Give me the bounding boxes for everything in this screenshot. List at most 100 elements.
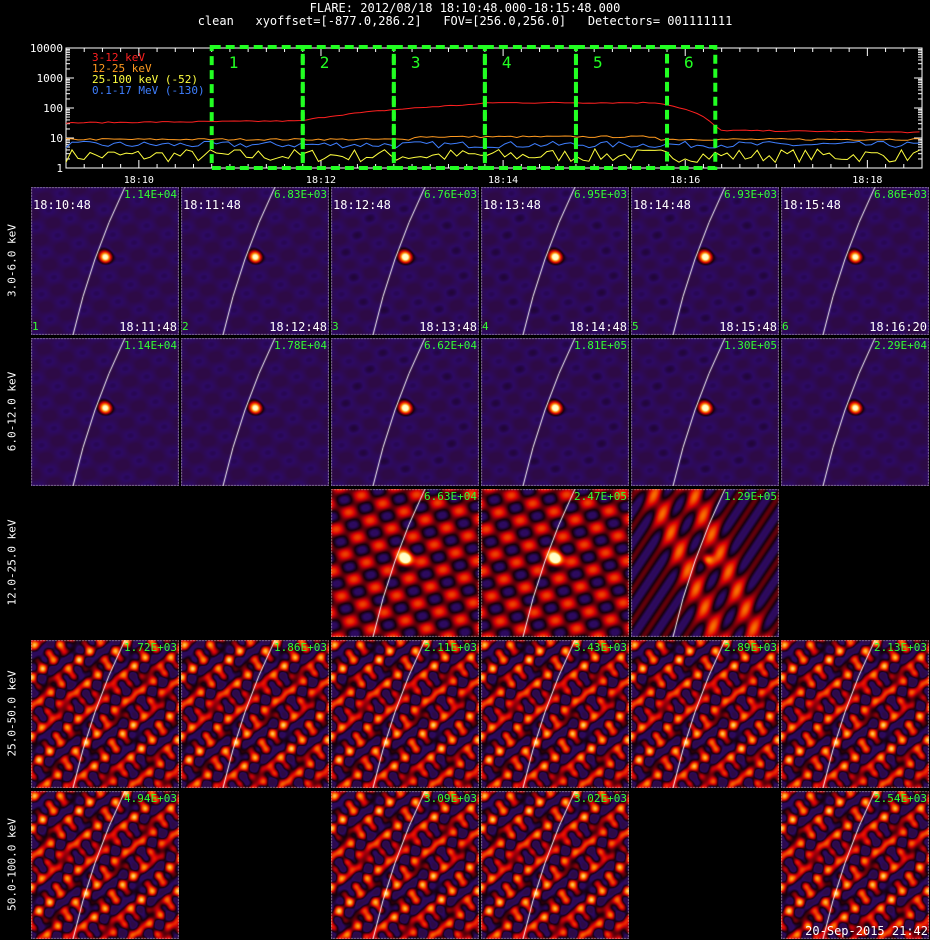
panel-interval-number: 6	[782, 320, 789, 333]
panel-end-time: 18:11:48	[119, 320, 177, 334]
energy-band-label: 12.0-25.0 keV	[5, 519, 19, 606]
panel-max-label: 4.94E+03	[124, 792, 177, 805]
time-interval-box	[300, 45, 396, 170]
panel-max-label: 6.62E+04	[424, 339, 477, 352]
time-interval-label: 4	[502, 53, 512, 72]
panel-start-time: 18:14:48	[633, 198, 691, 212]
image-map	[481, 489, 629, 637]
energy-band-label: 50.0-100.0 keV	[5, 818, 19, 911]
panel-max-label: 2.47E+05	[574, 490, 627, 503]
image-panel: 1.81E+05	[481, 338, 629, 486]
panel-start-time: 18:10:48	[33, 198, 91, 212]
image-map	[181, 338, 329, 486]
image-map	[181, 640, 329, 788]
image-panel: 1.30E+05	[631, 338, 779, 486]
image-map	[331, 489, 479, 637]
image-panel: 3.43E+03	[481, 640, 629, 788]
energy-band-label: 3.0-6.0 keV	[5, 224, 19, 297]
lightcurve-plot: 1 10 100 1000 10000 18:10 18:12 18:14 18:16 18:18…	[30, 42, 923, 186]
image-panel: 3.02E+03	[481, 791, 629, 939]
panel-max-label: 2.54E+03	[874, 792, 927, 805]
image-map	[631, 187, 779, 335]
x-tick-label: 18:18	[852, 175, 882, 186]
y-tick-label: 100	[43, 102, 63, 115]
image-map	[481, 791, 629, 939]
image-map	[631, 640, 779, 788]
image-panel: 2.47E+05	[481, 489, 629, 637]
x-tick-label: 18:16	[670, 175, 700, 186]
panel-max-label: 1.86E+03	[274, 641, 327, 654]
image-map	[481, 338, 629, 486]
panel-interval-number: 4	[482, 320, 489, 333]
lightcurve-series	[65, 147, 920, 164]
image-panel: 1.86E+03	[181, 640, 329, 788]
image-panel: 6.76E+03 18:12:48 18:13:48 3	[331, 187, 479, 335]
legend-entry: 3-12 keV	[92, 51, 145, 64]
image-map	[331, 338, 479, 486]
time-interval-box	[391, 45, 487, 170]
image-map	[31, 640, 179, 788]
image-panel: 1.72E+03	[31, 640, 179, 788]
image-panel: 2.54E+03	[781, 791, 929, 939]
panel-max-label: 6.63E+04	[424, 490, 477, 503]
panel-start-time: 18:13:48	[483, 198, 541, 212]
image-panel: 6.83E+03 18:11:48 18:12:48 2	[181, 187, 329, 335]
panel-end-time: 18:14:48	[569, 320, 627, 334]
image-map	[181, 187, 329, 335]
image-panel: 6.93E+03 18:14:48 18:15:48 5	[631, 187, 779, 335]
image-map	[781, 187, 929, 335]
image-map	[631, 489, 779, 637]
legend-entry: 25-100 keV (-52)	[92, 73, 198, 86]
image-panel: 2.29E+04	[781, 338, 929, 486]
panel-start-time: 18:12:48	[333, 198, 391, 212]
panel-max-label: 1.72E+03	[124, 641, 177, 654]
image-map	[31, 187, 179, 335]
header-subtitle: clean xyoffset=[-877.0,286.2] FOV=[256.0…	[197, 14, 733, 28]
plot-timestamp: 20-Sep-2015 21:42	[805, 924, 928, 938]
image-map	[31, 338, 179, 486]
time-interval-label: 5	[593, 53, 603, 72]
x-tick-label: 18:10	[124, 175, 154, 186]
panel-max-label: 6.83E+03	[274, 188, 327, 201]
image-map	[781, 640, 929, 788]
image-panel: 1.29E+05	[631, 489, 779, 637]
image-map	[631, 338, 779, 486]
image-panel: 6.62E+04	[331, 338, 479, 486]
panel-end-time: 18:12:48	[269, 320, 327, 334]
image-panel: 2.11E+03	[331, 640, 479, 788]
panel-max-label: 1.14E+04	[124, 339, 177, 352]
energy-band-label: 6.0-12.0 keV	[5, 371, 19, 452]
image-map	[331, 640, 479, 788]
x-tick-label: 18:14	[488, 175, 518, 186]
time-interval-box	[209, 45, 305, 170]
panel-interval-number: 5	[632, 320, 639, 333]
image-map	[781, 791, 929, 939]
time-interval-label: 1	[229, 53, 239, 72]
y-tick-label: 10000	[30, 42, 63, 55]
panel-max-label: 3.02E+03	[574, 792, 627, 805]
panel-max-label: 1.29E+05	[724, 490, 777, 503]
legend-entry: 0.1-17 MeV (-130)	[92, 84, 205, 97]
panel-max-label: 2.13E+03	[874, 641, 927, 654]
image-panel: 6.95E+03 18:13:48 18:14:48 4	[481, 187, 629, 335]
panel-max-label: 6.93E+03	[724, 188, 777, 201]
panel-start-time: 18:15:48	[783, 198, 841, 212]
panel-interval-number: 1	[32, 320, 39, 333]
time-interval-label: 2	[320, 53, 330, 72]
image-map	[481, 187, 629, 335]
panel-max-label: 6.95E+03	[574, 188, 627, 201]
image-map	[781, 338, 929, 486]
image-panel: 6.63E+04	[331, 489, 479, 637]
image-panel: 6.86E+03 18:15:48 18:16:20 6	[781, 187, 929, 335]
y-tick-label: 1000	[37, 72, 64, 85]
panel-max-label: 3.09E+03	[424, 792, 477, 805]
panel-max-label: 2.89E+03	[724, 641, 777, 654]
panel-max-label: 1.14E+04	[124, 188, 177, 201]
header-title: FLARE: 2012/08/18 18:10:48.000-18:15:48.…	[309, 1, 621, 15]
image-map	[481, 640, 629, 788]
time-interval-box	[482, 45, 578, 170]
panel-start-time: 18:11:48	[183, 198, 241, 212]
image-panel: 3.09E+03	[331, 791, 479, 939]
panel-max-label: 6.76E+03	[424, 188, 477, 201]
lightcurve-series	[65, 101, 920, 134]
